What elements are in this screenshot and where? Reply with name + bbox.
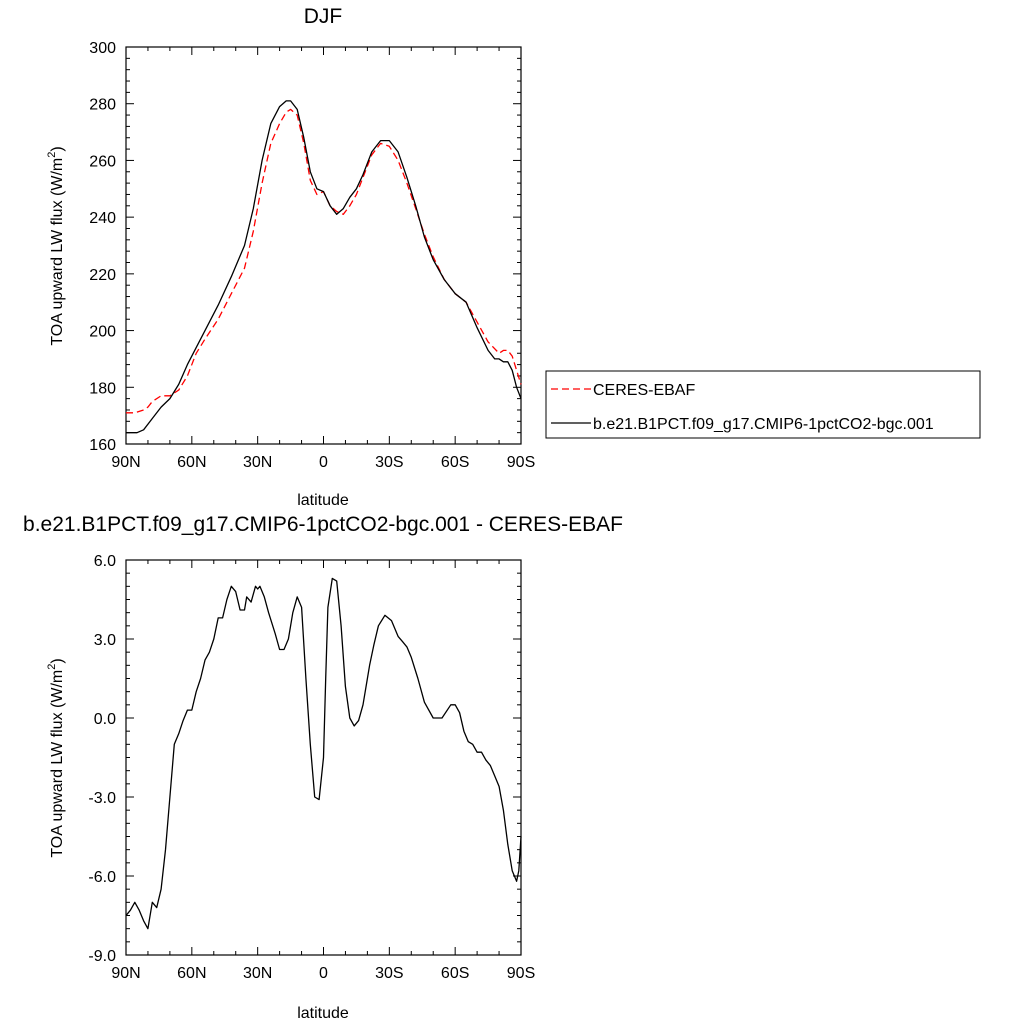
legend-label-ceres: CERES-EBAF — [593, 382, 695, 399]
bottom-y-tick-label: -3.0 — [88, 790, 116, 807]
bottom-panel: b.e21.B1PCT.f09_g17.CMIP6-1pctCO2-bgc.00… — [23, 513, 623, 1022]
bottom-x-tick-label: 60S — [441, 965, 469, 982]
bottom-x-tick-label: 0 — [319, 965, 328, 982]
bottom-x-tick-label: 30N — [243, 965, 272, 982]
bottom-y-tick-label: 0.0 — [94, 711, 116, 728]
bottom-y-tick-label: 6.0 — [94, 553, 116, 570]
top-y-tick-label: 160 — [89, 437, 116, 454]
top-title: DJF — [304, 5, 343, 28]
top-series-line-1 — [126, 100, 522, 434]
top-series-line-0 — [126, 108, 522, 414]
top-x-tick-label: 90N — [111, 454, 140, 471]
legend-label-model: b.e21.B1PCT.f09_g17.CMIP6-1pctCO2-bgc.00… — [593, 416, 934, 433]
top-y-tick-label: 260 — [89, 153, 116, 170]
bottom-x-tick-label: 30S — [375, 965, 403, 982]
bottom-y-tick-label: -6.0 — [88, 869, 116, 886]
bottom-ylabel: TOA upward LW flux (W/m2) — [46, 658, 66, 857]
bottom-xlabel: latitude — [297, 1005, 349, 1022]
bottom-title: b.e21.B1PCT.f09_g17.CMIP6-1pctCO2-bgc.00… — [23, 513, 623, 536]
top-y-tick-label: 300 — [89, 40, 116, 57]
bottom-series-line-0 — [125, 577, 522, 930]
bottom-y-tick-label: -9.0 — [88, 948, 116, 965]
bottom-x-tick-label: 90S — [507, 965, 535, 982]
bottom-x-tick-label: 90N — [111, 965, 140, 982]
top-x-tick-label: 30N — [243, 454, 272, 471]
bottom-x-tick-label: 60N — [177, 965, 206, 982]
bottom-y-tick-label: 3.0 — [94, 632, 116, 649]
top-y-tick-label: 280 — [89, 97, 116, 114]
top-x-tick-label: 0 — [319, 454, 328, 471]
top-x-tick-label: 90S — [507, 454, 535, 471]
top-xlabel: latitude — [297, 492, 349, 509]
top-panel: DJF TOA upward LW flux (W/m2) latitude 9… — [46, 5, 535, 509]
top-plot-frame — [125, 46, 522, 445]
top-y-tick-label: 220 — [89, 267, 116, 284]
legend: CERES-EBAF b.e21.B1PCT.f09_g17.CMIP6-1pc… — [545, 370, 981, 439]
top-ylabel: TOA upward LW flux (W/m2) — [46, 146, 66, 345]
top-x-tick-label: 60N — [177, 454, 206, 471]
top-x-tick-label: 30S — [375, 454, 403, 471]
legend-box — [545, 370, 981, 439]
top-y-tick-label: 180 — [89, 380, 116, 397]
top-y-tick-label: 240 — [89, 210, 116, 227]
top-y-tick-label: 200 — [89, 324, 116, 341]
top-x-tick-label: 60S — [441, 454, 469, 471]
